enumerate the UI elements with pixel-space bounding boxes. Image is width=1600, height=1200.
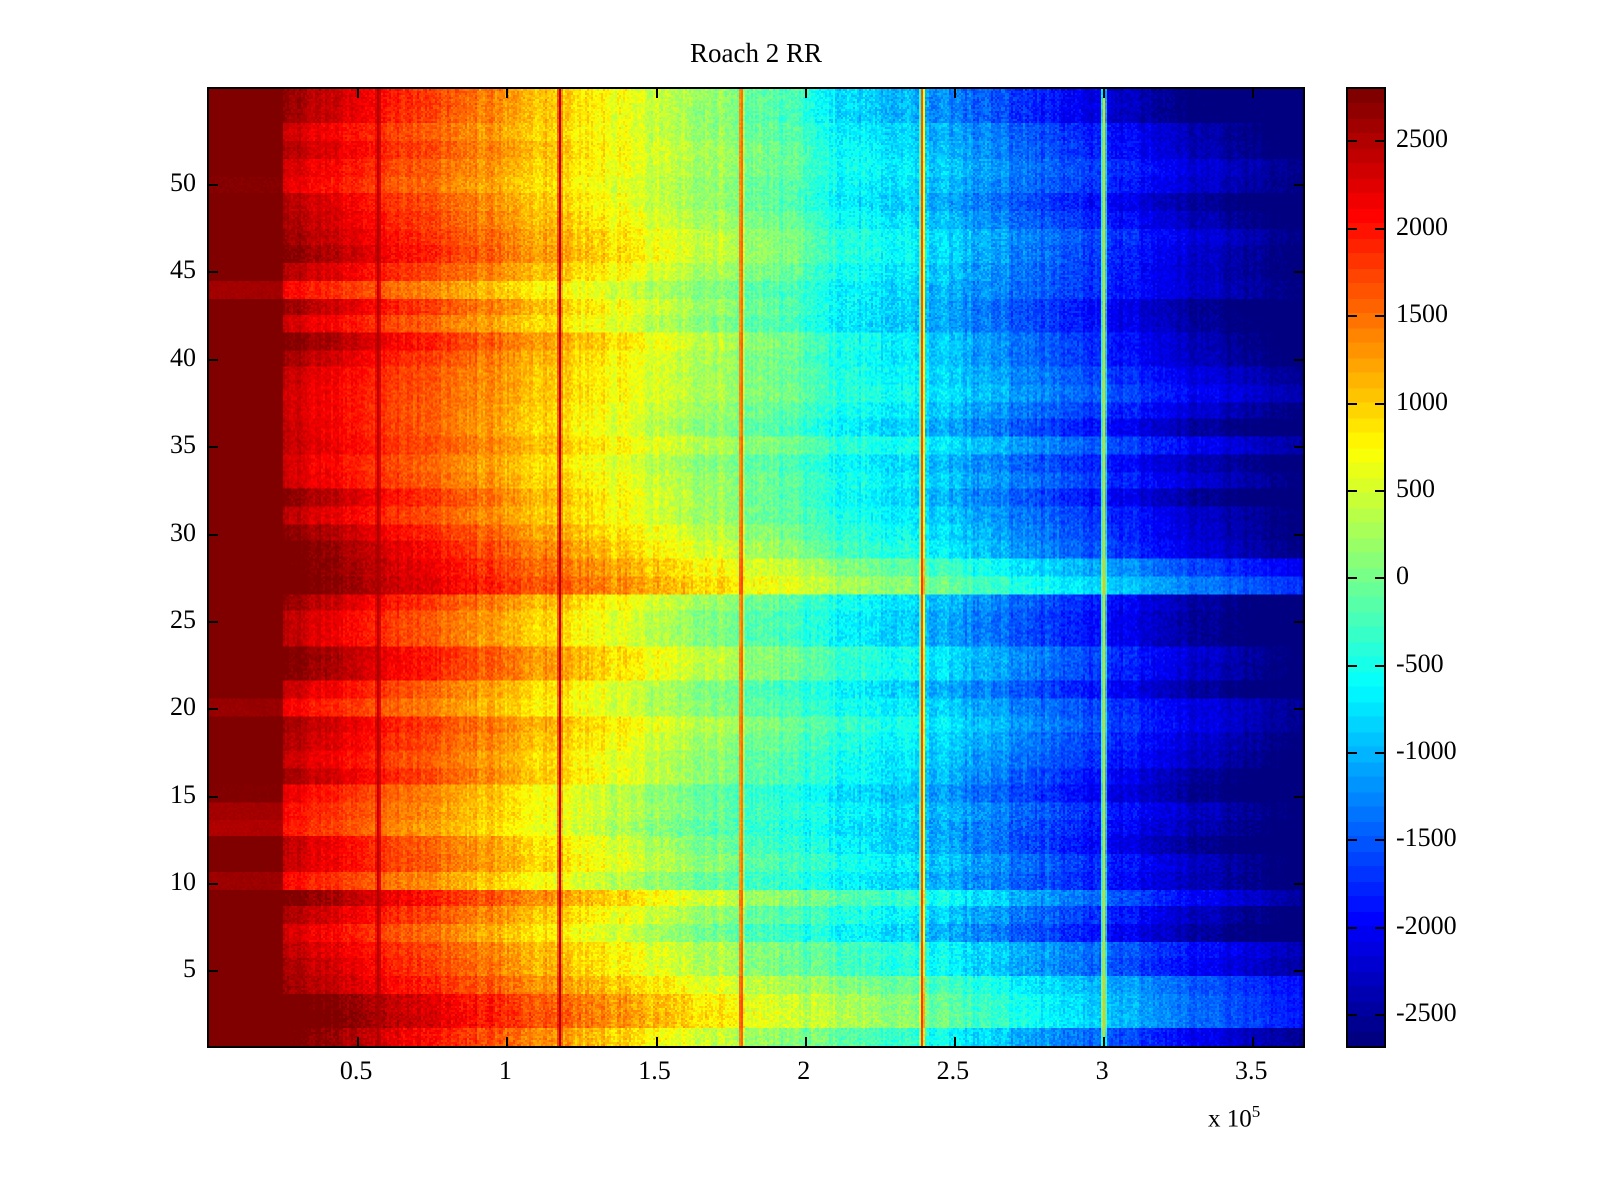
colorbar-tick-label: 1500 bbox=[1396, 299, 1448, 329]
colorbar-tick bbox=[1348, 751, 1357, 754]
x-axis-tick bbox=[1252, 1037, 1255, 1046]
heatmap-canvas bbox=[209, 89, 1303, 1046]
x-axis-tick bbox=[357, 1037, 360, 1046]
x-axis-tick-label: 3 bbox=[1095, 1056, 1109, 1085]
heatmap-axes[interactable] bbox=[207, 87, 1305, 1048]
colorbar-tick bbox=[1348, 489, 1357, 492]
colorbar-canvas bbox=[1348, 89, 1384, 1046]
x-axis-multiplier-label: x 105 bbox=[1208, 1102, 1260, 1133]
x-axis-tick-top bbox=[655, 89, 658, 98]
y-axis-tick bbox=[209, 271, 218, 274]
colorbar-tick-right bbox=[1375, 839, 1384, 842]
colorbar-tick-right bbox=[1375, 489, 1384, 492]
colorbar-tick-label: 500 bbox=[1396, 473, 1435, 503]
colorbar-tick-right bbox=[1375, 664, 1384, 667]
y-axis-tick-right bbox=[1294, 795, 1303, 798]
colorbar-tick-label: -2500 bbox=[1396, 998, 1457, 1028]
colorbar-tick-right bbox=[1375, 402, 1384, 405]
x-axis-tick-top bbox=[1103, 89, 1106, 98]
y-axis-tick-right bbox=[1294, 271, 1303, 274]
colorbar-tick bbox=[1348, 140, 1357, 143]
x-axis-tick-label: 2 bbox=[797, 1056, 811, 1085]
colorbar-tick-right bbox=[1375, 227, 1384, 230]
y-axis-tick-right bbox=[1294, 883, 1303, 885]
colorbar-tick bbox=[1348, 1014, 1357, 1017]
colorbar-tick-label: -500 bbox=[1396, 648, 1444, 678]
y-axis-tick bbox=[209, 708, 218, 711]
colorbar-tick bbox=[1348, 839, 1357, 842]
colorbar[interactable] bbox=[1346, 87, 1386, 1048]
colorbar-tick-right bbox=[1375, 315, 1384, 318]
x-axis-tick-label: 2.5 bbox=[936, 1056, 970, 1085]
y-axis-tick-right bbox=[1294, 620, 1303, 623]
heatmap-image[interactable] bbox=[209, 89, 1303, 1046]
colorbar-tick-label: -1000 bbox=[1396, 735, 1457, 765]
y-axis-tick bbox=[209, 358, 218, 361]
x-axis-tick bbox=[655, 1037, 658, 1046]
y-axis-tick-label: 20 bbox=[170, 692, 196, 722]
x-axis-tick-label: 1.5 bbox=[638, 1056, 671, 1085]
y-axis-tick-label: 15 bbox=[170, 779, 196, 809]
x-axis-tick bbox=[953, 1037, 956, 1046]
y-axis-tick-label: 40 bbox=[170, 342, 196, 372]
colorbar-tick bbox=[1348, 227, 1357, 230]
y-axis-tick-label: 30 bbox=[170, 517, 196, 547]
y-axis-tick-label: 35 bbox=[170, 430, 196, 460]
x-axis-tick bbox=[1103, 1037, 1106, 1046]
x-multiplier-exponent: 5 bbox=[1251, 1102, 1261, 1121]
colorbar-tick bbox=[1348, 315, 1357, 318]
x-axis-tick-top bbox=[1252, 89, 1255, 98]
x-axis-tick bbox=[804, 1037, 807, 1046]
y-axis-tick-right bbox=[1294, 184, 1303, 187]
y-axis-tick bbox=[209, 620, 218, 623]
y-axis-tick-label: 25 bbox=[170, 604, 196, 634]
colorbar-tick-right bbox=[1375, 140, 1384, 143]
x-axis-tick-top bbox=[804, 89, 807, 98]
colorbar-tick bbox=[1348, 577, 1357, 580]
y-axis-tick-right bbox=[1294, 708, 1303, 711]
chart-title: Roach 2 RR bbox=[690, 38, 822, 68]
colorbar-tick-right bbox=[1375, 926, 1384, 929]
x-axis-tick-label: 3.5 bbox=[1235, 1056, 1268, 1085]
colorbar-tick-label: 0 bbox=[1396, 561, 1409, 591]
colorbar-tick bbox=[1348, 664, 1357, 667]
colorbar-tick bbox=[1348, 402, 1357, 405]
colorbar-tick-right bbox=[1375, 577, 1384, 580]
y-axis-tick-label: 50 bbox=[170, 168, 196, 198]
y-axis-tick-right bbox=[1294, 358, 1303, 361]
y-axis-tick bbox=[209, 533, 218, 536]
colorbar-tick-label: -2000 bbox=[1396, 910, 1457, 940]
y-axis-tick-right bbox=[1294, 970, 1303, 973]
x-axis-tick-top bbox=[506, 89, 509, 98]
colorbar-tick-label: 2000 bbox=[1396, 211, 1448, 241]
y-axis-tick bbox=[209, 970, 218, 973]
y-axis-tick-right bbox=[1294, 446, 1303, 449]
colorbar-tick-label: -1500 bbox=[1396, 823, 1457, 853]
x-axis-tick bbox=[506, 1037, 509, 1046]
y-axis-tick-label: 45 bbox=[170, 255, 196, 285]
x-axis-tick-top bbox=[953, 89, 956, 98]
y-axis-tick bbox=[209, 795, 218, 798]
y-axis-tick bbox=[209, 184, 218, 187]
x-multiplier-text: x 10 bbox=[1208, 1105, 1252, 1133]
y-axis-tick-label: 5 bbox=[183, 954, 196, 984]
x-axis-tick-label: 0.5 bbox=[339, 1056, 373, 1085]
y-axis-tick bbox=[209, 446, 218, 449]
y-axis-tick-right bbox=[1294, 533, 1303, 536]
colorbar-tick-label: 1000 bbox=[1396, 386, 1448, 416]
y-axis-tick-label: 10 bbox=[170, 867, 196, 896]
colorbar-tick-right bbox=[1375, 1014, 1384, 1017]
x-axis-tick-label: 1 bbox=[498, 1056, 512, 1085]
colorbar-tick-right bbox=[1375, 751, 1384, 754]
x-axis-tick-top bbox=[357, 89, 360, 98]
colorbar-tick-label: 2500 bbox=[1396, 124, 1448, 154]
colorbar-tick bbox=[1348, 926, 1357, 929]
y-axis-tick bbox=[209, 883, 218, 885]
